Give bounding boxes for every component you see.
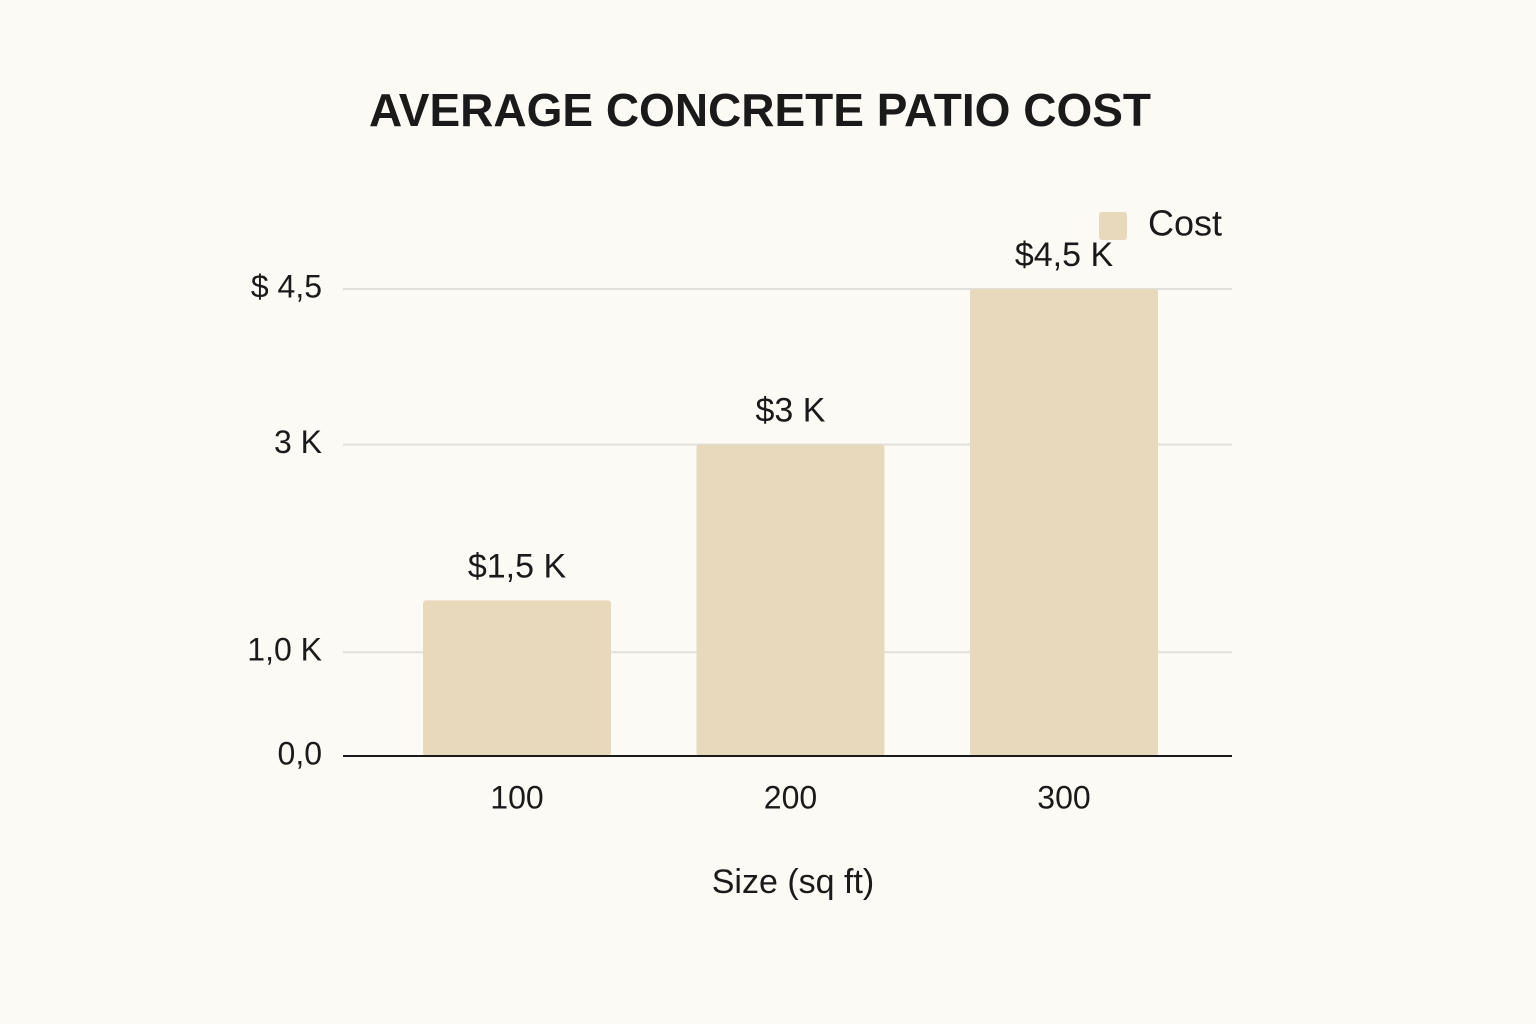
x-tick-label: 200 [764, 779, 817, 815]
bar [423, 600, 611, 756]
bar [970, 289, 1158, 756]
legend-swatch [1099, 212, 1127, 240]
y-tick-label: 0,0 [278, 735, 322, 771]
x-axis-title: Size (sq ft) [712, 863, 874, 901]
value-label: $4,5 K [1015, 236, 1114, 274]
x-tick-label: 100 [490, 779, 543, 815]
value-label: $1,5 K [468, 547, 567, 585]
bar [696, 444, 885, 756]
legend-label: Cost [1148, 203, 1222, 244]
x-tick-label: 300 [1037, 779, 1090, 815]
y-tick-label: $ 4,5 [251, 268, 322, 304]
value-label: $3 K [756, 392, 826, 430]
y-tick-label: 1,0 K [247, 632, 322, 668]
y-tick-label: 3 K [274, 424, 322, 460]
chart-title: AVERAGE CONCRETE PATIO COST [369, 84, 1151, 136]
